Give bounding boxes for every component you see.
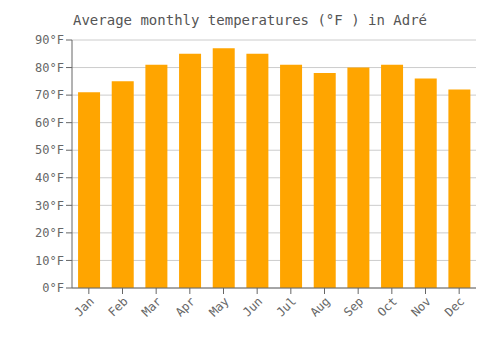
svg-text:60°F: 60°F: [35, 116, 64, 130]
html-text:Average monthly temperatures (: Average monthly temperatures (°F ) in Ad…: [73, 12, 427, 28]
svg-text:Sep: Sep: [341, 294, 366, 319]
svg-text:0°F: 0°F: [42, 281, 64, 295]
svg-text:Nov: Nov: [408, 294, 433, 319]
svg-text:30°F: 30°F: [35, 199, 64, 213]
svg-text:Oct: Oct: [375, 294, 400, 319]
svg-text:50°F: 50°F: [35, 143, 64, 157]
svg-text:Feb: Feb: [105, 294, 130, 319]
svg-text:Jan: Jan: [72, 294, 97, 319]
svg-text:May: May: [206, 294, 231, 319]
svg-text:Mar: Mar: [139, 294, 164, 319]
svg-text:80°F: 80°F: [35, 61, 64, 75]
svg-text:40°F: 40°F: [35, 171, 64, 185]
svg-text:Dec: Dec: [442, 294, 467, 319]
svg-text:70°F: 70°F: [35, 88, 64, 102]
svg-text:Apr: Apr: [173, 294, 198, 319]
svg-text:90°F: 90°F: [35, 33, 64, 47]
svg-text:Aug: Aug: [307, 294, 332, 319]
svg-text:Jun: Jun: [240, 294, 265, 319]
svg-text:20°F: 20°F: [35, 226, 64, 240]
svg-text:Jul: Jul: [274, 294, 299, 319]
svg-text:10°F: 10°F: [35, 254, 64, 268]
